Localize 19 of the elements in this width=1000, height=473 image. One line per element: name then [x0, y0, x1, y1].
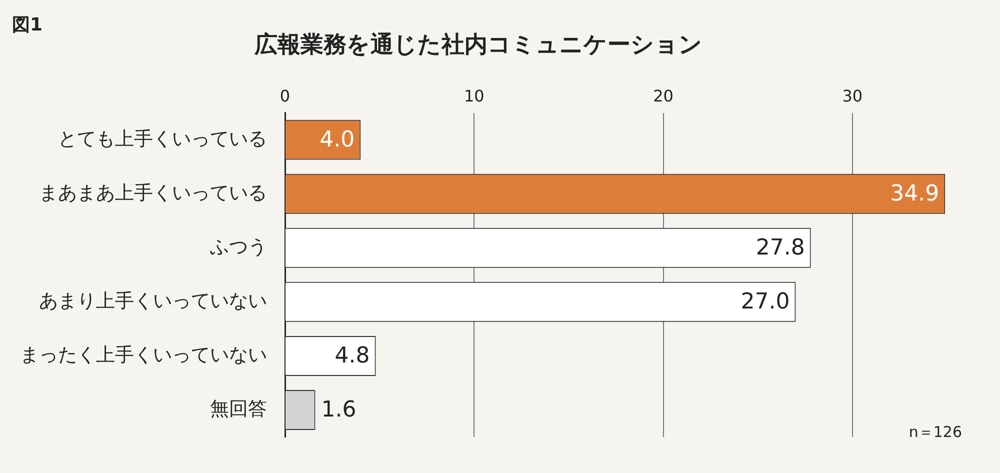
y-tick-label: あまり上手くいっていない [39, 290, 267, 312]
y-tick-label: ふつう [209, 236, 267, 258]
chart-title: 広報業務を通じた社内コミュニケーション [254, 30, 702, 58]
x-tick-label: 30 [842, 86, 863, 106]
x-tick-label: 10 [464, 86, 484, 106]
y-tick-label: まったく上手くいっていない [20, 344, 267, 366]
caption: 図1 [12, 14, 43, 36]
data-label: 27.0 [740, 290, 790, 315]
data-label: 34.9 [890, 182, 940, 207]
data-label: 4.8 [334, 344, 370, 369]
data-label: 4.0 [320, 128, 355, 153]
y-tick-label: まあまあ上手くいっている [39, 182, 267, 204]
x-tick-label: 0 [280, 86, 290, 106]
y-tick-label: 無回答 [210, 398, 267, 420]
annotation: n＝126 [908, 422, 962, 441]
data-label: 27.8 [756, 236, 805, 261]
y-tick-label: とても上手くいっている [58, 128, 267, 150]
data-label: 1.6 [321, 398, 356, 423]
x-tick-label: 20 [653, 86, 674, 106]
